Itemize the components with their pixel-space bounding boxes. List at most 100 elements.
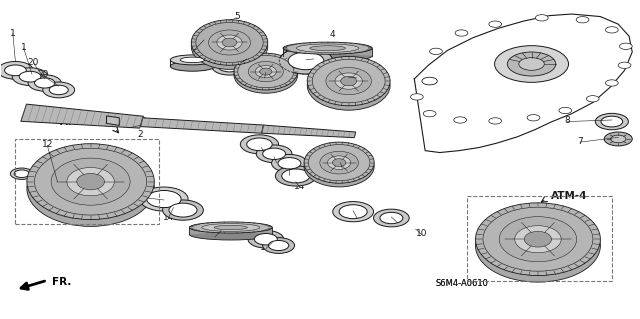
Text: 17: 17 (337, 163, 348, 172)
Circle shape (10, 168, 33, 179)
Circle shape (604, 132, 632, 146)
Text: 19: 19 (284, 169, 295, 178)
Text: 20: 20 (37, 70, 49, 79)
Circle shape (278, 158, 301, 169)
Circle shape (279, 48, 333, 74)
Ellipse shape (248, 62, 284, 82)
Text: S6M4-A0610: S6M4-A0610 (435, 279, 488, 288)
Circle shape (147, 190, 181, 208)
Ellipse shape (77, 174, 104, 190)
Polygon shape (141, 118, 264, 133)
Ellipse shape (196, 22, 263, 63)
Circle shape (422, 77, 437, 85)
Circle shape (262, 238, 294, 253)
Ellipse shape (332, 159, 346, 167)
Text: 14: 14 (294, 182, 305, 191)
Circle shape (35, 78, 55, 88)
Polygon shape (21, 104, 143, 128)
Circle shape (248, 230, 284, 248)
Text: ATM-4-10: ATM-4-10 (60, 116, 115, 127)
Circle shape (43, 82, 75, 98)
Ellipse shape (234, 56, 298, 93)
Circle shape (19, 71, 41, 82)
Polygon shape (328, 45, 372, 56)
Circle shape (601, 116, 623, 127)
Text: 11: 11 (142, 192, 154, 201)
Text: 15: 15 (241, 53, 252, 62)
Polygon shape (106, 116, 119, 125)
Ellipse shape (234, 53, 298, 90)
Ellipse shape (483, 207, 593, 271)
Ellipse shape (326, 68, 371, 95)
Circle shape (595, 113, 628, 130)
Circle shape (423, 110, 436, 117)
Circle shape (495, 46, 568, 82)
Circle shape (620, 43, 632, 49)
Ellipse shape (304, 142, 374, 183)
Text: 13: 13 (392, 218, 403, 226)
Ellipse shape (180, 57, 205, 63)
Polygon shape (231, 225, 272, 234)
Ellipse shape (307, 61, 390, 110)
Ellipse shape (328, 156, 351, 169)
Ellipse shape (308, 145, 370, 181)
Ellipse shape (202, 224, 260, 231)
Circle shape (374, 209, 409, 227)
Circle shape (429, 48, 442, 55)
Ellipse shape (524, 231, 552, 247)
Text: 2: 2 (140, 117, 147, 127)
Text: 10: 10 (416, 229, 428, 238)
Text: 4: 4 (330, 30, 335, 39)
Ellipse shape (217, 35, 242, 50)
Circle shape (410, 94, 423, 100)
Ellipse shape (27, 151, 154, 226)
Circle shape (611, 135, 626, 143)
Text: 8: 8 (564, 116, 570, 125)
Ellipse shape (189, 222, 272, 233)
Ellipse shape (191, 20, 268, 65)
Ellipse shape (67, 167, 115, 196)
Circle shape (12, 68, 48, 85)
Ellipse shape (214, 225, 247, 230)
Circle shape (339, 205, 367, 219)
Text: ATM-4: ATM-4 (550, 191, 587, 201)
Circle shape (282, 169, 310, 183)
Circle shape (333, 202, 374, 222)
Circle shape (536, 15, 548, 21)
Ellipse shape (312, 59, 385, 103)
Circle shape (28, 75, 61, 91)
Circle shape (519, 58, 544, 70)
Ellipse shape (307, 56, 390, 106)
Ellipse shape (209, 30, 250, 55)
Circle shape (49, 85, 68, 95)
Ellipse shape (515, 226, 561, 253)
Ellipse shape (476, 203, 600, 276)
Text: 2: 2 (138, 130, 143, 139)
Text: 14: 14 (163, 212, 174, 222)
Text: 14: 14 (260, 243, 271, 252)
Circle shape (169, 203, 197, 217)
Circle shape (140, 187, 188, 211)
Circle shape (14, 170, 29, 178)
Ellipse shape (320, 151, 358, 174)
Text: 16: 16 (259, 72, 270, 81)
Ellipse shape (238, 56, 294, 88)
Ellipse shape (191, 24, 268, 69)
Ellipse shape (27, 144, 154, 219)
Ellipse shape (189, 229, 272, 240)
Circle shape (275, 166, 316, 186)
Ellipse shape (260, 68, 272, 75)
Text: FR.: FR. (52, 277, 72, 287)
Circle shape (618, 62, 631, 69)
Circle shape (288, 52, 324, 70)
Text: 6: 6 (354, 72, 360, 81)
Circle shape (489, 118, 502, 124)
Circle shape (508, 52, 556, 76)
Circle shape (4, 65, 26, 76)
Text: 19: 19 (258, 146, 269, 155)
Ellipse shape (170, 61, 215, 71)
Circle shape (576, 17, 589, 23)
Ellipse shape (304, 146, 374, 187)
Ellipse shape (35, 148, 147, 215)
Circle shape (218, 61, 241, 72)
